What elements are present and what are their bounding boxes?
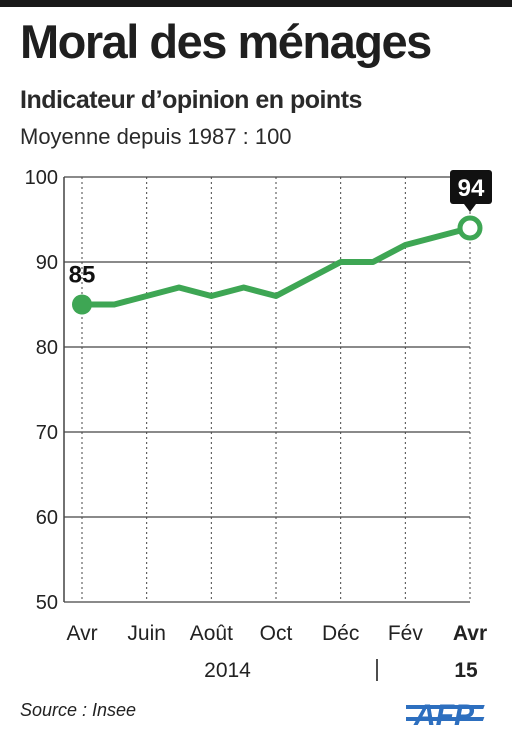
y-tick-label: 80 [36,337,58,359]
afp-logo-text: AFP [413,699,475,730]
y-tick-label: 90 [36,252,58,274]
x-tick-label: Fév [388,622,424,645]
y-tick-label: 60 [36,507,58,529]
y-tick-label: 50 [36,592,58,614]
x-tick-label: Oct [260,622,293,645]
x-tick-label: Déc [322,622,359,645]
x-tick-label: Avr [453,622,487,645]
x-tick-label: Avr [66,622,97,645]
series-line [79,225,473,308]
x-tick-label: Juin [127,622,166,645]
y-tick-label: 70 [36,422,58,444]
x-tick-label: Août [190,622,233,645]
chart-title: Moral des ménages [20,15,432,68]
year-label: 2014 [204,659,251,682]
chart-note: Moyenne depuis 1987 : 100 [20,124,292,149]
data-point-start [72,294,92,315]
top-bar [0,0,512,7]
data-label-start: 85 [69,262,96,289]
data-point-end [457,215,483,241]
callout-box [450,170,492,204]
callout-pointer [464,204,476,212]
year-label: 15 [454,659,478,682]
chart-subtitle: Indicateur d’opinion en points [20,86,362,114]
y-tick-label: 100 [25,167,58,189]
data-label-end: 94 [458,175,485,202]
source-label: Source : Insee [20,700,137,720]
afp-logo: AFP [406,699,485,730]
